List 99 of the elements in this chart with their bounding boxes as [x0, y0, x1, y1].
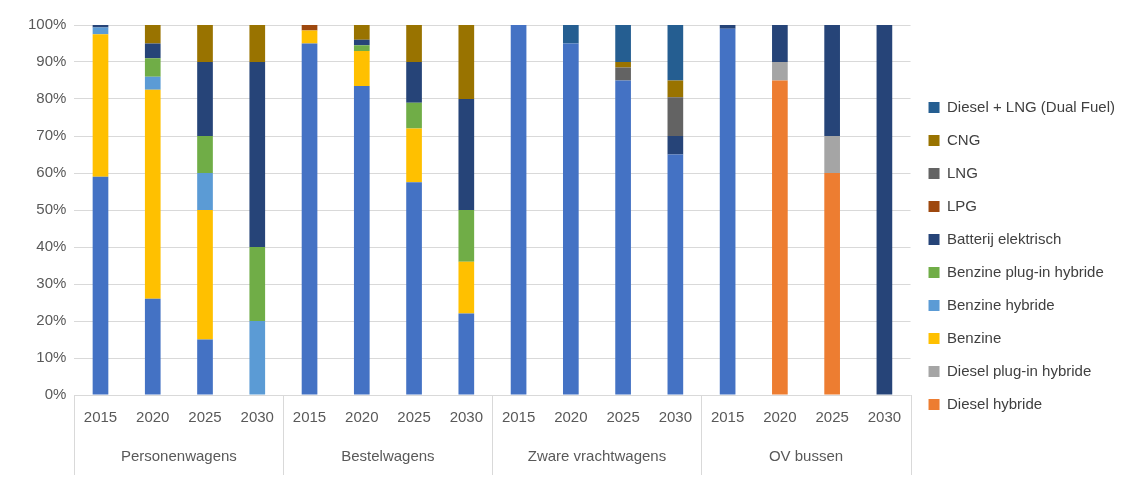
- bar: [824, 173, 840, 395]
- bar: [144, 58, 161, 77]
- bar: [353, 86, 370, 395]
- text: Personenwagens: [120, 447, 237, 465]
- bar: [876, 25, 893, 395]
- y-tick-label: 80%: [36, 89, 67, 107]
- bar: [406, 102, 422, 129]
- legend-label: CNG: [947, 130, 981, 148]
- text: Zware vrachtwagens: [527, 447, 667, 465]
- bar: [772, 80, 788, 395]
- legend-label: Batterij elektrisch: [947, 229, 1062, 247]
- bar: [197, 210, 213, 340]
- bar: [353, 45, 370, 51]
- bar: [772, 25, 788, 62]
- y-tick-label: 100%: [27, 15, 67, 33]
- bar: [249, 247, 266, 321]
- bar: [197, 62, 213, 136]
- x-tick-label: 2015: [501, 408, 536, 426]
- bar: [667, 25, 684, 81]
- y-tick-label: 60%: [36, 163, 67, 181]
- y-tick-label: 90%: [36, 52, 67, 70]
- bar: [824, 25, 840, 136]
- bar: [667, 154, 684, 395]
- x-tick-label: 2030: [658, 408, 693, 426]
- bar: [667, 80, 684, 98]
- bar: [406, 182, 422, 395]
- y-tick-label: 70%: [36, 126, 67, 144]
- x-tick-label: 2025: [188, 408, 222, 426]
- legend-label: Benzine hybride: [947, 295, 1055, 313]
- bar: [458, 210, 475, 262]
- bar: [301, 25, 318, 31]
- x-tick-label: 2020: [763, 408, 797, 426]
- legend-label: Diesel hybride: [947, 394, 1043, 412]
- bar: [353, 25, 370, 40]
- legend-label: LPG: [947, 196, 978, 214]
- legend-label: Benzine: [947, 328, 1002, 346]
- y-tick-label: 0%: [44, 385, 67, 403]
- x-tick-label: 2030: [867, 408, 902, 426]
- bar: [772, 62, 788, 81]
- bar: [458, 261, 475, 314]
- bar: [92, 25, 109, 28]
- y-tick-label: 10%: [36, 348, 67, 366]
- bar: [92, 34, 109, 177]
- bar: [719, 28, 736, 395]
- bar: [719, 25, 736, 29]
- bar: [615, 80, 631, 395]
- bar: [406, 62, 422, 103]
- text: Bestelwagens: [341, 447, 435, 465]
- bar: [458, 313, 475, 395]
- bar: [144, 43, 161, 59]
- bar: [197, 136, 213, 173]
- x-tick-label: 2015: [710, 408, 745, 426]
- bar: [667, 136, 684, 155]
- bar: [615, 67, 631, 81]
- bar: [144, 25, 161, 44]
- bar: [92, 176, 109, 395]
- bar: [249, 62, 266, 247]
- y-tick-label: 40%: [36, 237, 67, 255]
- x-tick-label: 2015: [292, 408, 327, 426]
- bar: [144, 298, 161, 395]
- bar: [615, 25, 631, 62]
- bar: [301, 30, 318, 44]
- y-tick-label: 20%: [36, 311, 67, 329]
- legend-label: Diesel plug-in hybride: [947, 361, 1092, 379]
- bar: [249, 25, 266, 62]
- x-tick-label: 2020: [136, 408, 170, 426]
- bar: [144, 89, 161, 299]
- bar: [249, 321, 266, 395]
- bar: [197, 339, 213, 395]
- bar: [301, 43, 318, 395]
- x-tick-label: 2020: [345, 408, 379, 426]
- x-tick-label: 2025: [815, 408, 849, 426]
- y-tick-label: 30%: [36, 274, 67, 292]
- legend-label: Benzine plug-in hybride: [947, 262, 1104, 280]
- bar: [353, 39, 370, 46]
- x-tick-label: 2030: [240, 408, 274, 426]
- bar: [406, 25, 422, 62]
- x-tick-label: 2025: [397, 408, 431, 426]
- bar: [406, 128, 422, 183]
- bar: [824, 136, 840, 173]
- legend-label: Diesel + LNG (Dual Fuel): [947, 97, 1116, 115]
- bar: [563, 25, 579, 44]
- bar: [510, 25, 527, 395]
- x-tick-label: 2025: [606, 408, 640, 426]
- bar: [197, 25, 213, 62]
- x-tick-label: 2015: [83, 408, 118, 426]
- bar: [353, 50, 370, 87]
- bar: [615, 62, 631, 68]
- legend-label: LNG: [947, 163, 978, 181]
- x-tick-label: 2020: [554, 408, 588, 426]
- bar: [144, 76, 161, 90]
- x-tick-label: 2030: [449, 408, 483, 426]
- bar: [458, 25, 475, 99]
- y-tick-label: 50%: [36, 200, 67, 218]
- bar: [197, 173, 213, 210]
- text: OV bussen: [768, 447, 844, 465]
- bar: [667, 97, 684, 136]
- bar: [563, 43, 579, 395]
- bar: [458, 99, 475, 210]
